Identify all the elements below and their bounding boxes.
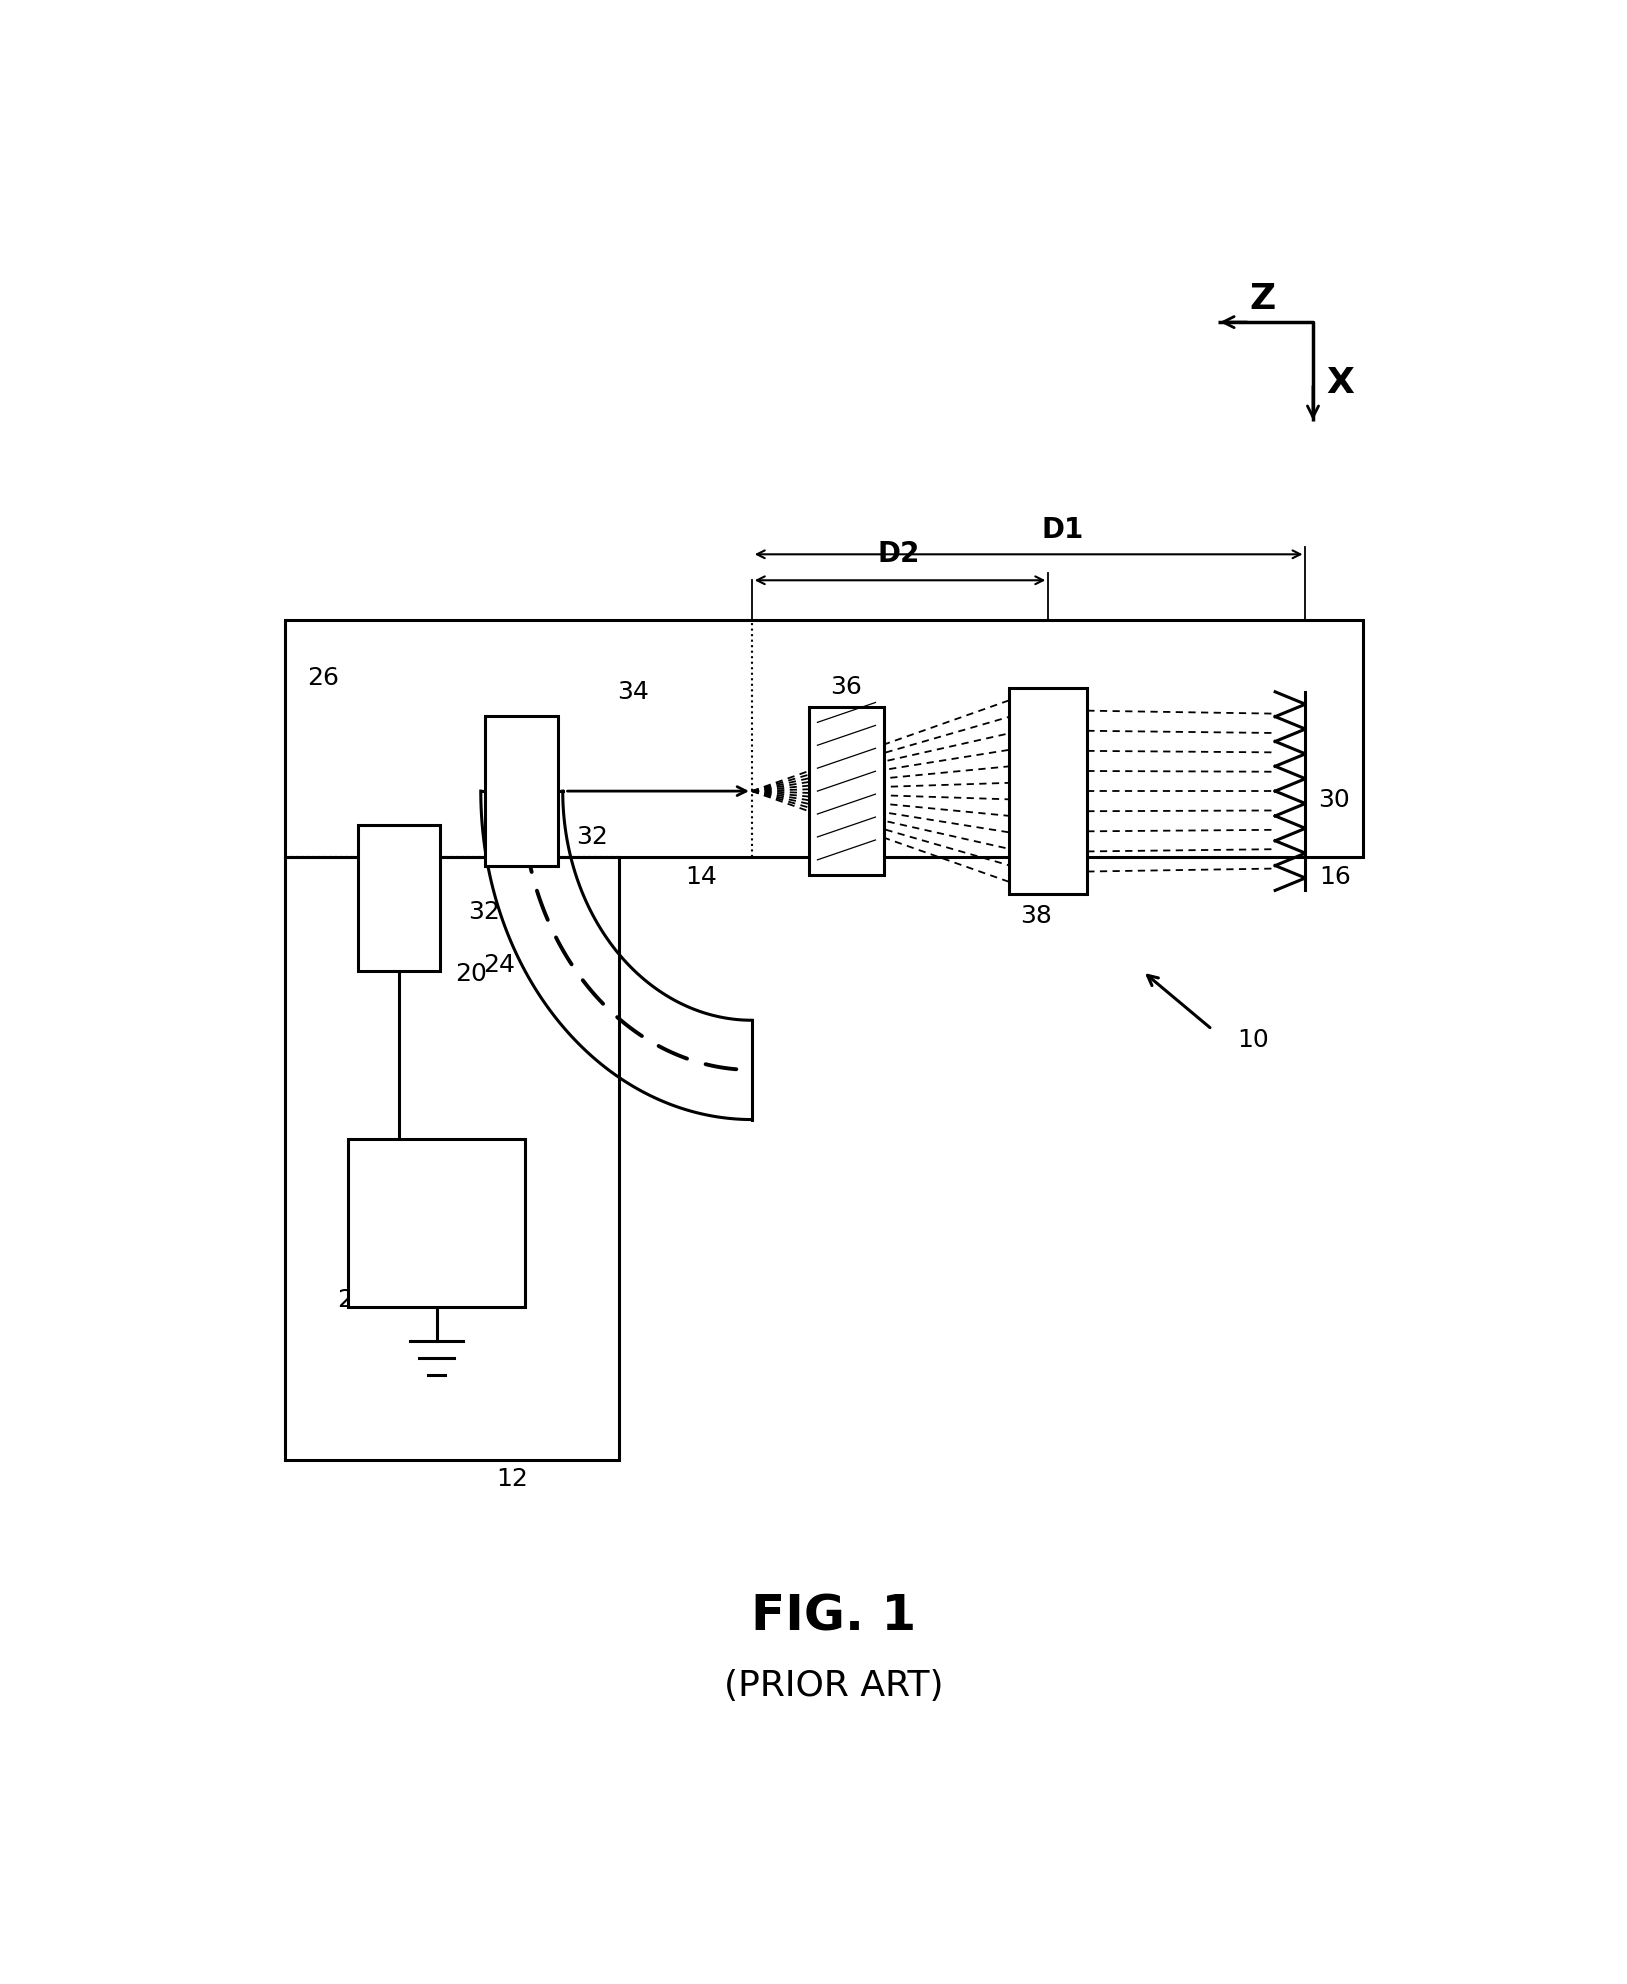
Bar: [1009, 688, 1087, 895]
Text: Z: Z: [1250, 282, 1276, 315]
Bar: [285, 619, 1363, 857]
Text: X: X: [1326, 367, 1355, 401]
Text: 30: 30: [1318, 788, 1350, 811]
Text: 14: 14: [685, 865, 718, 889]
Text: 20: 20: [456, 962, 488, 986]
Text: FIG. 1: FIG. 1: [752, 1591, 916, 1641]
Bar: [485, 716, 558, 865]
Bar: [809, 706, 885, 875]
Bar: [358, 825, 439, 970]
Bar: [285, 857, 620, 1460]
Text: 12: 12: [496, 1466, 529, 1490]
Text: D2: D2: [879, 540, 921, 567]
Text: 16: 16: [1319, 865, 1350, 889]
Text: (PRIOR ART): (PRIOR ART): [724, 1669, 944, 1704]
Bar: [348, 1139, 526, 1307]
Text: 24: 24: [483, 952, 516, 978]
Text: 38: 38: [1020, 905, 1051, 929]
Text: 10: 10: [1237, 1028, 1269, 1052]
Text: D1: D1: [1041, 516, 1084, 544]
Text: 36: 36: [830, 675, 862, 700]
Text: 26: 26: [308, 667, 338, 690]
Text: 22: 22: [337, 1288, 369, 1311]
Text: 34: 34: [617, 681, 649, 704]
Text: 32: 32: [576, 825, 608, 849]
Text: 32: 32: [469, 901, 499, 925]
